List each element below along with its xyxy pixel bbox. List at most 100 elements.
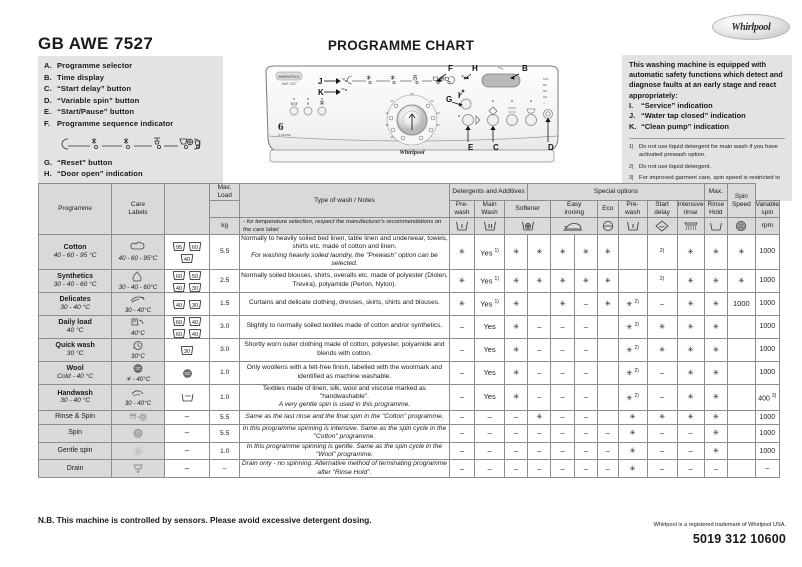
asterisk-marker: ✳ [458, 298, 466, 308]
programme-temperature: 40 °C [66, 326, 84, 334]
col-header-spacer [163, 183, 211, 235]
svg-text:1000: 1000 [543, 78, 549, 81]
cell-softener-b: – [527, 423, 552, 443]
notes-cell: Curtains and delicate clothing, dresses,… [239, 291, 450, 316]
asterisk-marker: ✳ [536, 275, 543, 285]
cell-start-delay: ✳ [646, 409, 678, 425]
cell-eco: ✳ [596, 268, 619, 293]
max-load-cell: 1.0 [209, 441, 241, 461]
asterisk-marker: ✳ [712, 321, 719, 331]
programme-name: Daily load [58, 318, 92, 327]
care-symbol-40: 40 [180, 253, 194, 263]
cell-softener-b: – [527, 337, 552, 362]
cell-prewash-opt [617, 268, 648, 293]
svg-text:60: 60 [192, 245, 198, 251]
care-symbols-cell: – [163, 441, 211, 461]
care-temperature: 30 - 40°C [124, 400, 152, 408]
cell-intensive-rinse: – [676, 423, 705, 443]
cell-prewash-opt: ✳ 2) [617, 291, 648, 316]
footnote-marker: 2) [629, 163, 634, 170]
cell-prewash-det: – [448, 423, 476, 443]
spin-speed-cell: 400 3) [754, 383, 781, 411]
asterisk-marker: ✳ [513, 367, 520, 377]
asterisk-marker: ✳ [458, 246, 466, 256]
table-row: Delicates 30 - 40 °C 30 - 40°C 40 30 1.5 Curta… [37, 291, 781, 316]
care-symbol-40: 40 [172, 299, 186, 309]
wool-icon [112, 362, 164, 375]
care-label-cell: 30 - 40°C [111, 291, 165, 316]
programme-name-cell: Daily load 40 °C [37, 314, 113, 339]
legend-key: H. [44, 169, 52, 179]
notes-text: Curtains and delicate clothing, dresses,… [248, 299, 440, 307]
care-symbols-cell: 30 [163, 337, 211, 362]
care-label-cell: 40 - 60 - 95°C [111, 234, 165, 270]
care-symbol-dash: – [184, 412, 190, 422]
cell-intensive-rinse: ✳ [676, 314, 705, 339]
notes-cell: Same as the last rinse and the final spi… [239, 409, 450, 425]
cell-eco: – [596, 441, 619, 461]
max-load-cell: – [209, 459, 241, 479]
programme-sequence-indicator-icon [44, 130, 217, 157]
asterisk-marker: ✳ [629, 428, 636, 438]
table-row: Drain – – Drain only - no spinning. Alterna… [37, 459, 781, 479]
spin-speed-l2: Speed [731, 200, 751, 208]
care-temperature: 40°C [131, 329, 145, 337]
cell-eco [596, 337, 619, 362]
table-row: Synthetics 30 - 40 - 60 °C 30 - 40 - 60°C 6… [37, 268, 781, 293]
asterisk-marker: ✳ [513, 392, 520, 402]
programme-name-cell: Spin [37, 423, 113, 443]
asterisk-marker: ✳ [629, 463, 636, 473]
care-label-cell [111, 441, 165, 461]
cell-intensive-rinse: – [676, 459, 705, 479]
table-row: Gentle spin – 1.0 In this programme spinnin… [37, 441, 781, 461]
cell-softener-a: ✳ [504, 291, 529, 316]
cell-softener-b: ✳ [527, 268, 552, 293]
cell-prewash-det: ✳ [448, 291, 476, 316]
col-header-intensive-rinse: Intensive rinse [676, 200, 705, 218]
cell-easy-ironing-b: – [573, 459, 598, 479]
nb-note: N.B. This machine is controlled by senso… [38, 516, 372, 525]
notes-cell: Drain only - no spinning. Alternative me… [239, 459, 450, 479]
programme-name-cell: Delicates 30 - 40 °C [37, 291, 113, 316]
programme-temperature: 30 - 40 - 60 °C [53, 280, 97, 288]
max-load-cell: 3.0 [209, 337, 241, 362]
cell-softener-a: ✳ [504, 314, 529, 339]
care-symbol-hand [180, 392, 194, 402]
legend-item: H. “Door open” indication [44, 168, 217, 180]
legend-key: A. [44, 61, 52, 70]
care-symbol-dash: – [184, 428, 190, 438]
svg-text:B: B [522, 64, 528, 73]
care-temperature: 30 - 40 - 60°C [118, 283, 158, 291]
svg-text:600: 600 [543, 90, 548, 93]
cell-intensive-rinse: – [676, 441, 705, 461]
cell-softener-b: ✳ [527, 409, 552, 425]
cell-prewash-det: – [448, 459, 476, 479]
col-header-kg-blank [209, 200, 241, 218]
cell-eco: ✳ [596, 234, 619, 270]
max-load-cell: 5.5 [209, 234, 241, 270]
cell-prewash-opt: ✳ [617, 409, 648, 425]
svg-text:30: 30 [386, 123, 389, 127]
cell-prewash-opt: ✳ 2) [617, 337, 648, 362]
cell-prewash-det: – [448, 441, 476, 461]
legend-item: E. “Start/Pause” button [44, 106, 217, 118]
footnote-text: Do not use liquid detergent for main was… [639, 143, 778, 159]
footnote-marker: 1) [629, 143, 634, 150]
cell-easy-ironing-a: – [550, 423, 575, 443]
care-symbols-cell: – [163, 459, 211, 479]
programme-name-cell: Synthetics 30 - 40 - 60 °C [37, 268, 113, 293]
legend-label: Time display [57, 72, 105, 82]
safety-label: “Service” indication [641, 100, 713, 110]
care-label-cell: 30 - 40 - 60°C [111, 268, 165, 293]
cell-easy-ironing-a: – [550, 441, 575, 461]
cell-rinse-hold: ✳ [703, 234, 729, 270]
programme-name-cell: Rinse & Spin [37, 409, 113, 425]
asterisk-marker: ✳ [712, 246, 719, 256]
svg-text:60: 60 [391, 99, 394, 103]
care-temperature: 30°C [131, 352, 145, 360]
svg-text:K: K [318, 88, 324, 97]
svg-text:800: 800 [543, 84, 548, 87]
care-symbol-40: 40 [188, 328, 202, 338]
max-load-cell: 5.5 [209, 409, 241, 425]
notes-text: Textiles made of linen, silk, wool and v… [262, 384, 426, 401]
